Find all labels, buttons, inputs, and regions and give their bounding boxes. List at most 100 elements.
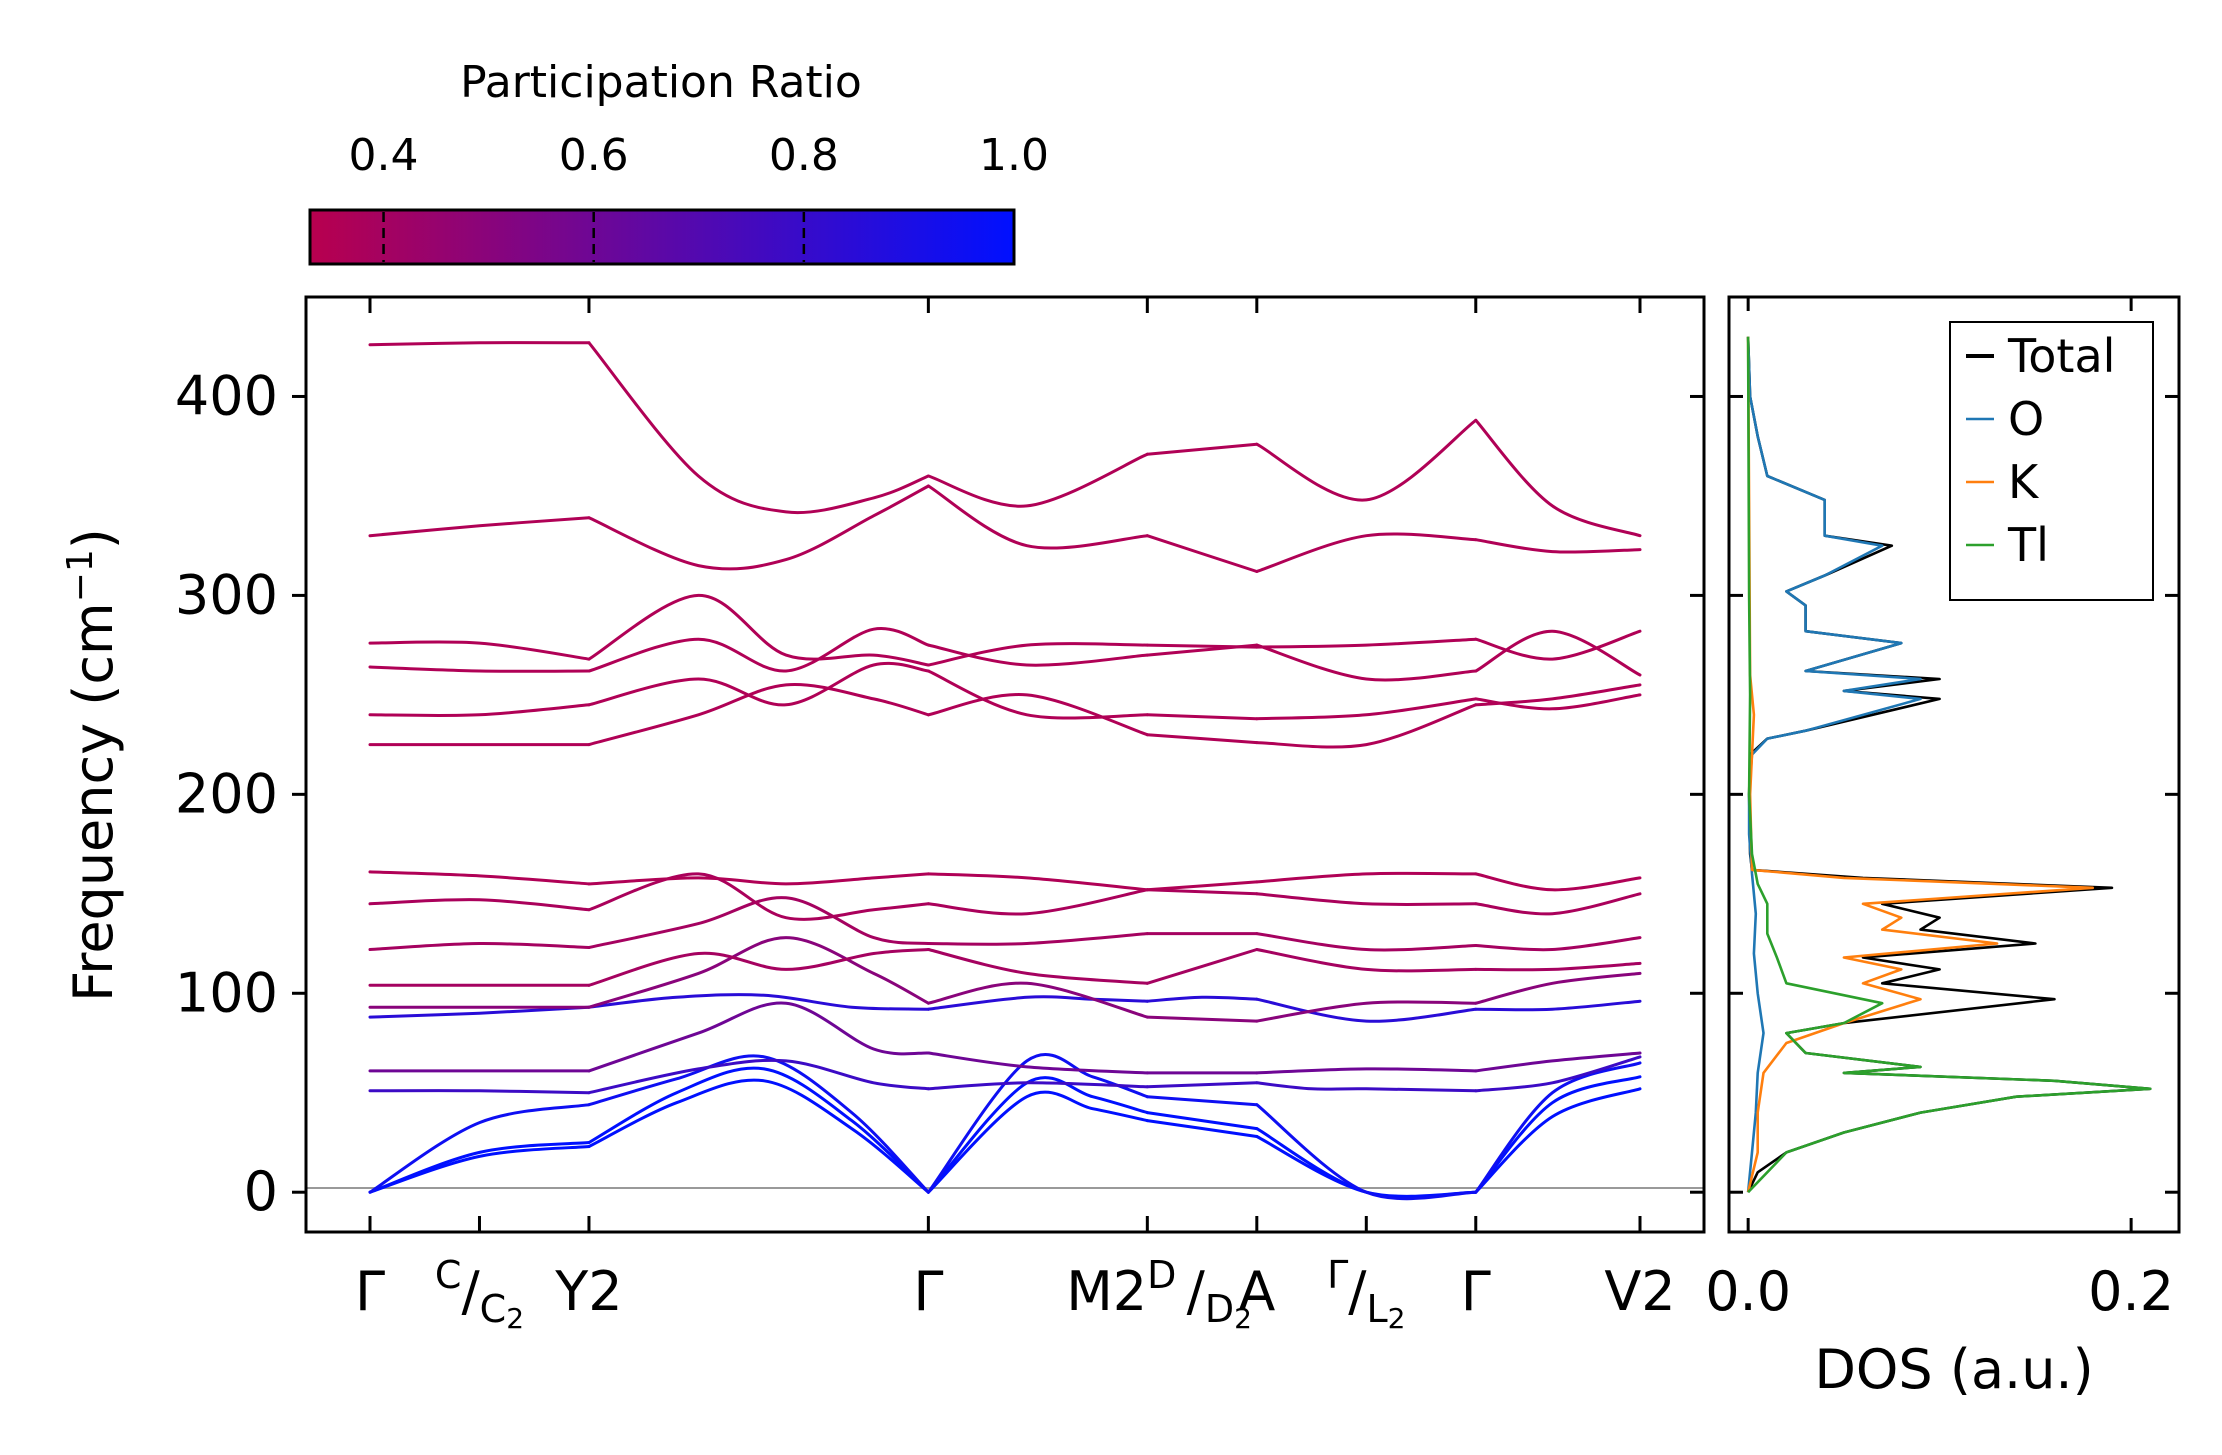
band-optic-2 bbox=[1255, 1067, 1478, 1075]
band-optic-11 bbox=[587, 627, 930, 673]
band-optic-14 bbox=[587, 341, 930, 515]
band-optic-13 bbox=[368, 516, 591, 538]
band-optic-5 bbox=[1474, 961, 1642, 972]
band-acoustic-3 bbox=[1255, 1103, 1478, 1201]
band-optic-12 bbox=[1474, 629, 1642, 661]
dos-x-tick-label: 0.2 bbox=[2088, 1260, 2174, 1323]
band-optic-4 bbox=[1474, 971, 1642, 1005]
band-optic-3 bbox=[587, 993, 930, 1011]
band-optic-1 bbox=[368, 1089, 591, 1095]
y-tick-label: 400 bbox=[175, 364, 278, 427]
band-acoustic-2 bbox=[926, 1076, 1149, 1194]
band-optic-9 bbox=[1145, 733, 1259, 745]
band-optic-3 bbox=[1255, 997, 1478, 1023]
band-optic-14 bbox=[368, 341, 591, 347]
legend-label-Total: Total bbox=[2007, 329, 2115, 383]
colorbar-ticks: 0.4 0.6 0.8 1.0 bbox=[349, 130, 1049, 262]
band-optic-2 bbox=[587, 1001, 930, 1073]
band-optic-6 bbox=[1474, 936, 1642, 952]
band-optic-4 bbox=[1145, 1015, 1259, 1023]
band-optic-8 bbox=[1255, 871, 1478, 884]
band-optic-12 bbox=[926, 642, 1149, 667]
band-acoustic-2 bbox=[1145, 1111, 1259, 1131]
band-optic-10 bbox=[1145, 713, 1259, 721]
band-optic-13 bbox=[1474, 538, 1642, 554]
band-acoustic-3 bbox=[587, 1054, 930, 1194]
band-optic-6 bbox=[368, 941, 591, 951]
kpoint-label: V2 bbox=[1604, 1260, 1675, 1323]
band-optic-7 bbox=[1145, 888, 1259, 896]
band-optic-9 bbox=[1474, 683, 1642, 707]
kpoint-label: Γ bbox=[1461, 1260, 1491, 1323]
x-axis-kpoint-labels: Γ C/C2 Y2 Γ M2D/D2A Γ/L2 Γ V2 bbox=[355, 1253, 1676, 1335]
band-lines bbox=[368, 341, 1642, 1201]
band-optic-14 bbox=[1145, 442, 1259, 456]
band-optic-12 bbox=[1255, 637, 1478, 649]
band-optic-3 bbox=[1145, 995, 1259, 1003]
band-optic-10 bbox=[1255, 697, 1478, 721]
y-axis-label-base: Frequency (cm bbox=[62, 602, 125, 1002]
y-axis-label-close: ) bbox=[62, 528, 125, 549]
kpoint-label: Γ/L2 bbox=[1327, 1253, 1405, 1335]
band-optic-4 bbox=[587, 936, 930, 1009]
colorbar-tick-label: 0.4 bbox=[349, 130, 419, 181]
dos-x-tick-label: 0.0 bbox=[1705, 1260, 1791, 1323]
band-acoustic-2 bbox=[587, 1066, 930, 1194]
kpoint-label: Y2 bbox=[554, 1260, 622, 1323]
band-acoustic-1 bbox=[587, 1078, 930, 1194]
band-optic-6 bbox=[926, 932, 1149, 946]
band-optic-8 bbox=[1474, 872, 1642, 892]
band-optic-1 bbox=[587, 1058, 930, 1095]
band-optic-10 bbox=[926, 669, 1149, 720]
band-structure-panel: 0 100 200 300 400 Γ C/C2 Y2 Γ M2D/D2A Γ/L2 Γ V2 Fre… bbox=[60, 295, 1706, 1335]
band-acoustic-3 bbox=[1145, 1095, 1259, 1107]
band-optic-9 bbox=[926, 693, 1149, 737]
dos-panel: 0.0 0.2 DOS (a.u.) Total OK Tl bbox=[1705, 295, 2181, 1401]
band-optic-11 bbox=[1255, 643, 1478, 682]
kpoint-label: Γ bbox=[913, 1260, 943, 1323]
legend-label-Tl: Tl bbox=[2007, 518, 2049, 572]
band-optic-7 bbox=[587, 872, 930, 921]
band-optic-1 bbox=[1474, 1055, 1642, 1093]
band-optic-13 bbox=[1255, 532, 1478, 573]
band-optic-8 bbox=[368, 870, 591, 886]
band-optic-8 bbox=[1145, 880, 1259, 892]
band-optic-7 bbox=[368, 898, 591, 912]
band-optic-10 bbox=[587, 661, 930, 707]
band-optic-14 bbox=[1474, 418, 1642, 538]
dos-y-ticks bbox=[1729, 394, 2179, 1194]
band-optic-5 bbox=[926, 948, 1149, 985]
band-optic-3 bbox=[1474, 999, 1642, 1012]
y-axis-ticks: 0 100 200 300 400 bbox=[175, 364, 1704, 1223]
colorbar-tick-label: 0.6 bbox=[559, 130, 629, 181]
band-optic-12 bbox=[1145, 643, 1259, 649]
legend-label-K: K bbox=[2008, 455, 2040, 509]
band-optic-5 bbox=[1145, 948, 1259, 985]
band-optic-9 bbox=[587, 683, 930, 747]
kpoint-label: /D2 bbox=[1187, 1260, 1252, 1335]
band-optic-11 bbox=[926, 643, 1149, 667]
y-tick-label: 300 bbox=[175, 563, 278, 626]
band-acoustic-1 bbox=[1145, 1119, 1259, 1138]
band-optic-7 bbox=[926, 888, 1149, 916]
band-optic-14 bbox=[1255, 418, 1478, 502]
band-optic-4 bbox=[1255, 1000, 1478, 1023]
band-optic-11 bbox=[368, 665, 591, 673]
band-optic-13 bbox=[1145, 534, 1259, 573]
colorbar: Participation Ratio 0.4 0.6 0.8 1.0 bbox=[308, 57, 1049, 266]
band-optic-6 bbox=[587, 896, 930, 949]
y-tick-label: 100 bbox=[175, 961, 278, 1024]
band-optic-7 bbox=[1255, 892, 1478, 907]
band-acoustic-3 bbox=[368, 1103, 591, 1194]
band-optic-12 bbox=[368, 640, 591, 661]
band-optic-2 bbox=[926, 1051, 1149, 1075]
band-optic-3 bbox=[926, 995, 1149, 1011]
legend-items: Total OK Tl bbox=[1966, 329, 2115, 572]
y-tick-label: 200 bbox=[175, 762, 278, 825]
band-optic-10 bbox=[1474, 693, 1642, 711]
band-optic-7 bbox=[1474, 892, 1642, 916]
y-tick-label: 0 bbox=[244, 1160, 278, 1223]
dos-line-O bbox=[1746, 336, 1922, 1193]
band-optic-10 bbox=[368, 703, 591, 718]
